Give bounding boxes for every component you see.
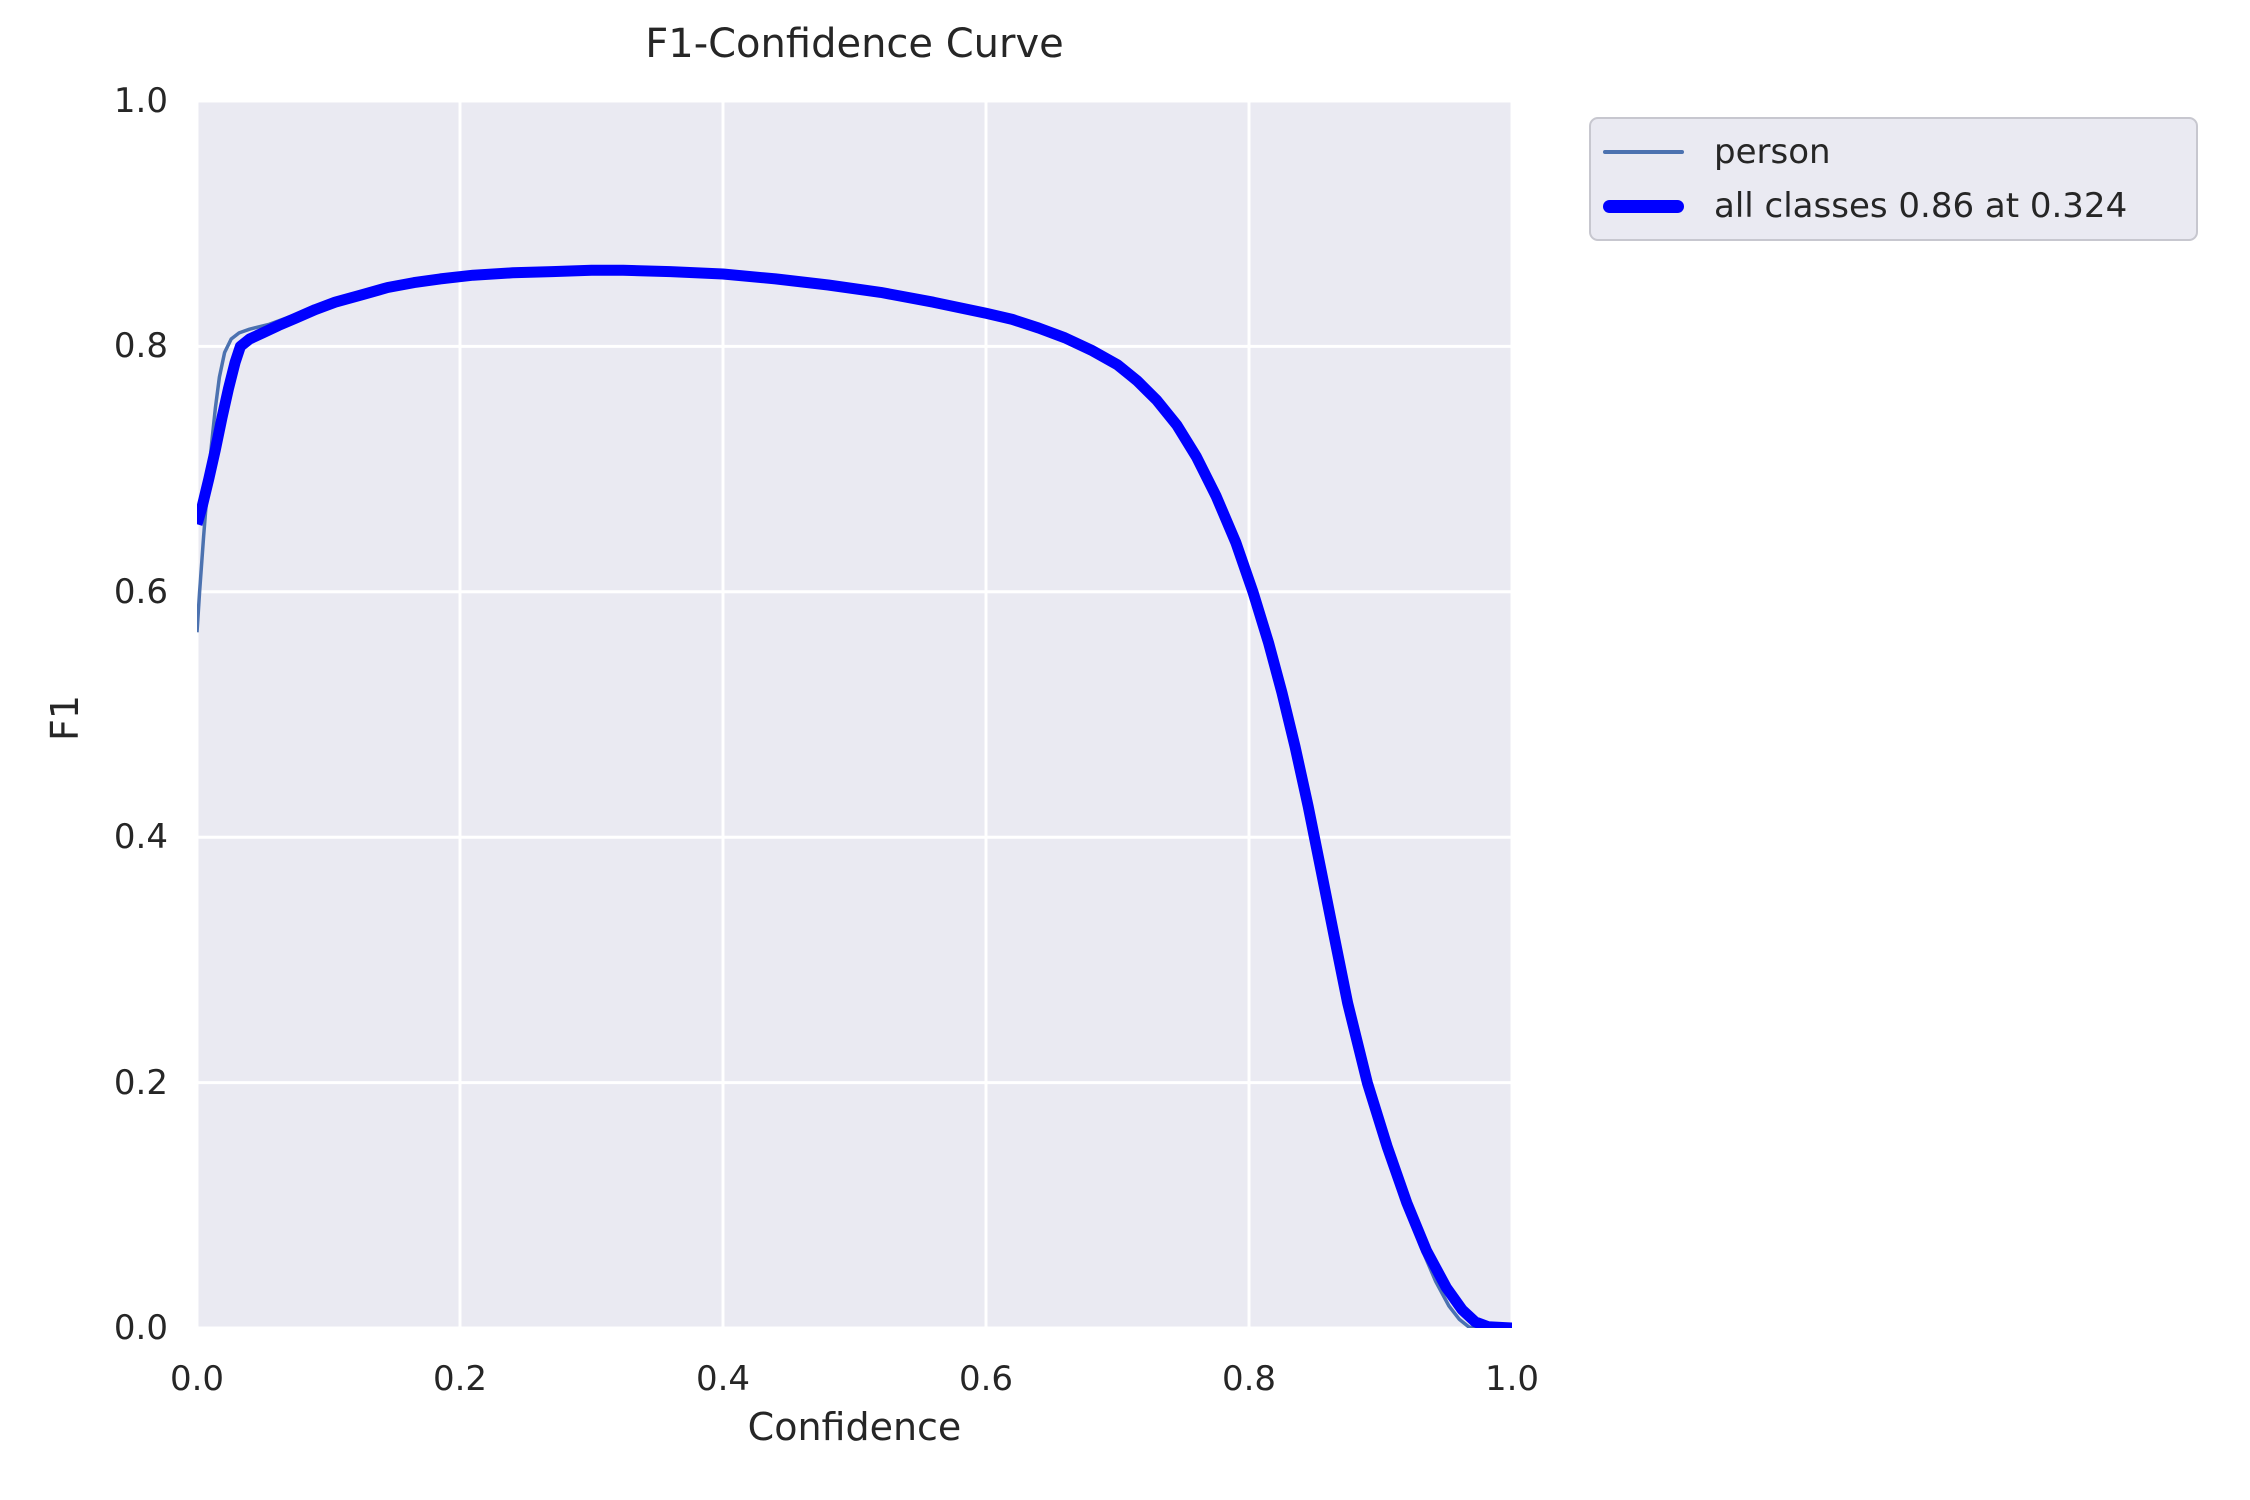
y-tick-label: 0.0 (113, 1308, 168, 1348)
legend-entry: person (1603, 125, 2196, 179)
y-tick-label: 0.4 (113, 817, 168, 858)
chart-title: F1-Confidence Curve (645, 21, 1064, 67)
x-tick-label: 1.0 (1484, 1359, 1540, 1399)
all-classes-curve (197, 264, 1512, 1328)
x-tick-label: 0.8 (1221, 1359, 1277, 1399)
legend-items: person all classes 0.86 at 0.324 (1603, 125, 2196, 233)
legend-entry-label: all classes 0.86 at 0.324 (1714, 186, 2128, 226)
legend-entry: all classes 0.86 at 0.324 (1603, 179, 2196, 233)
x-tick-label: 0.2 (432, 1359, 488, 1399)
y-tick-label: 0.2 (113, 1062, 168, 1103)
y-tick-label: 0.8 (113, 326, 168, 367)
y-tick-label: 0.6 (113, 571, 168, 612)
legend-line-swatch-icon (1603, 150, 1684, 154)
x-tick-label: 0.6 (958, 1359, 1014, 1399)
y-tick-label: 1.0 (113, 81, 168, 121)
x-tick-label: 0.4 (695, 1359, 751, 1399)
legend-line-swatch-icon (1603, 199, 1684, 213)
x-axis-label: Confidence (747, 1405, 962, 1449)
plot-area (197, 101, 1512, 1328)
x-tick-label: 0.0 (169, 1359, 225, 1399)
gridlines (197, 101, 1512, 1328)
y-axis-label: F1 (43, 694, 87, 742)
legend: person all classes 0.86 at 0.324 (1589, 117, 2198, 241)
legend-entry-label: person (1714, 132, 1831, 172)
